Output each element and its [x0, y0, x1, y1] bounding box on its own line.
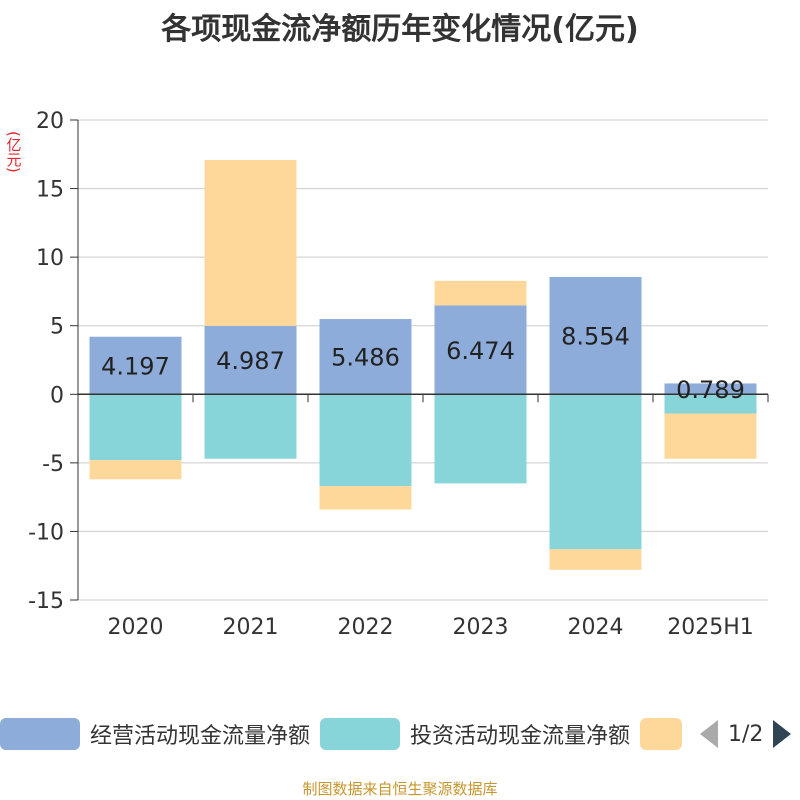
x-tick-label: 2022 — [338, 615, 394, 640]
stacked-bar-chart: 20 15 10 5 0 -5 -10 -15 2020 2021 2022 2023 2024 2025… — [28, 109, 769, 640]
data-label: 5.486 — [331, 344, 400, 372]
bar-operating-2022 — [319, 319, 412, 395]
legend-item-operating[interactable]: 经营活动现金流量净额 — [0, 716, 310, 752]
bar-third-series-2024 — [549, 549, 642, 570]
legend: 经营活动现金流量净额 投资活动现金流量净额 — [0, 716, 800, 752]
bar-investing-2024 — [549, 394, 642, 550]
x-tick-label: 2025H1 — [667, 615, 754, 640]
y-tick-label: 0 — [50, 383, 64, 408]
y-axis-unit: (亿元) — [4, 131, 23, 173]
legend-swatch-third-series — [640, 718, 682, 750]
y-tick-label: -10 — [28, 520, 64, 545]
bar-third-series-2020 — [89, 460, 182, 480]
data-label: 6.474 — [446, 337, 515, 365]
y-tick-label: 5 — [50, 315, 64, 340]
x-tick-label: 2023 — [453, 615, 509, 640]
y-tick-label: -15 — [28, 589, 64, 614]
x-tick-label: 2024 — [568, 615, 624, 640]
bar-operating-2021 — [204, 325, 297, 395]
legend-item-investing[interactable]: 投资活动现金流量净额 — [320, 716, 630, 752]
y-tick-label: 10 — [36, 246, 64, 271]
y-tick-label: 20 — [36, 109, 64, 134]
bar-operating-2024 — [549, 276, 642, 395]
legend-swatch-investing — [320, 718, 400, 750]
bar-third-series-2023 — [434, 280, 527, 306]
bar-investing-2025H1 — [664, 394, 757, 414]
source-footer: 制图数据来自恒生聚源数据库 — [302, 780, 498, 798]
bar-operating-2025H1 — [664, 383, 757, 395]
data-label: 4.197 — [101, 353, 170, 381]
bar-investing-2021 — [204, 394, 297, 459]
y-tick-label: -5 — [42, 452, 64, 477]
pager-next-icon[interactable] — [773, 720, 792, 748]
legend-label-investing: 投资活动现金流量净额 — [410, 724, 631, 749]
data-label: 4.987 — [216, 347, 285, 375]
bar-third-series-2025H1 — [664, 413, 757, 459]
bar-third-series-2022 — [319, 486, 412, 510]
legend-item-third-series[interactable] — [640, 716, 682, 752]
legend-pager: 1/2 — [700, 716, 792, 752]
pager-prev-icon[interactable] — [700, 720, 718, 748]
bar-operating-2023 — [434, 305, 527, 395]
bar-operating-2020 — [89, 336, 182, 395]
x-tick-label: 2021 — [223, 615, 279, 640]
x-tick-label: 2020 — [108, 615, 164, 640]
pager-page-text: 1/2 — [728, 721, 764, 747]
legend-swatch-operating — [0, 718, 80, 750]
bar-investing-2023 — [434, 394, 527, 484]
y-tick-label: 15 — [36, 178, 64, 203]
bar-investing-2020 — [89, 394, 182, 461]
chart-title: 各项现金流净额历年变化情况(亿元) — [161, 12, 639, 47]
data-label: 0.789 — [676, 376, 745, 404]
bar-investing-2022 — [319, 394, 412, 487]
legend-label-operating: 经营活动现金流量净额 — [90, 724, 311, 749]
data-label: 8.554 — [561, 323, 630, 351]
bar-third-series-2021 — [204, 159, 297, 326]
